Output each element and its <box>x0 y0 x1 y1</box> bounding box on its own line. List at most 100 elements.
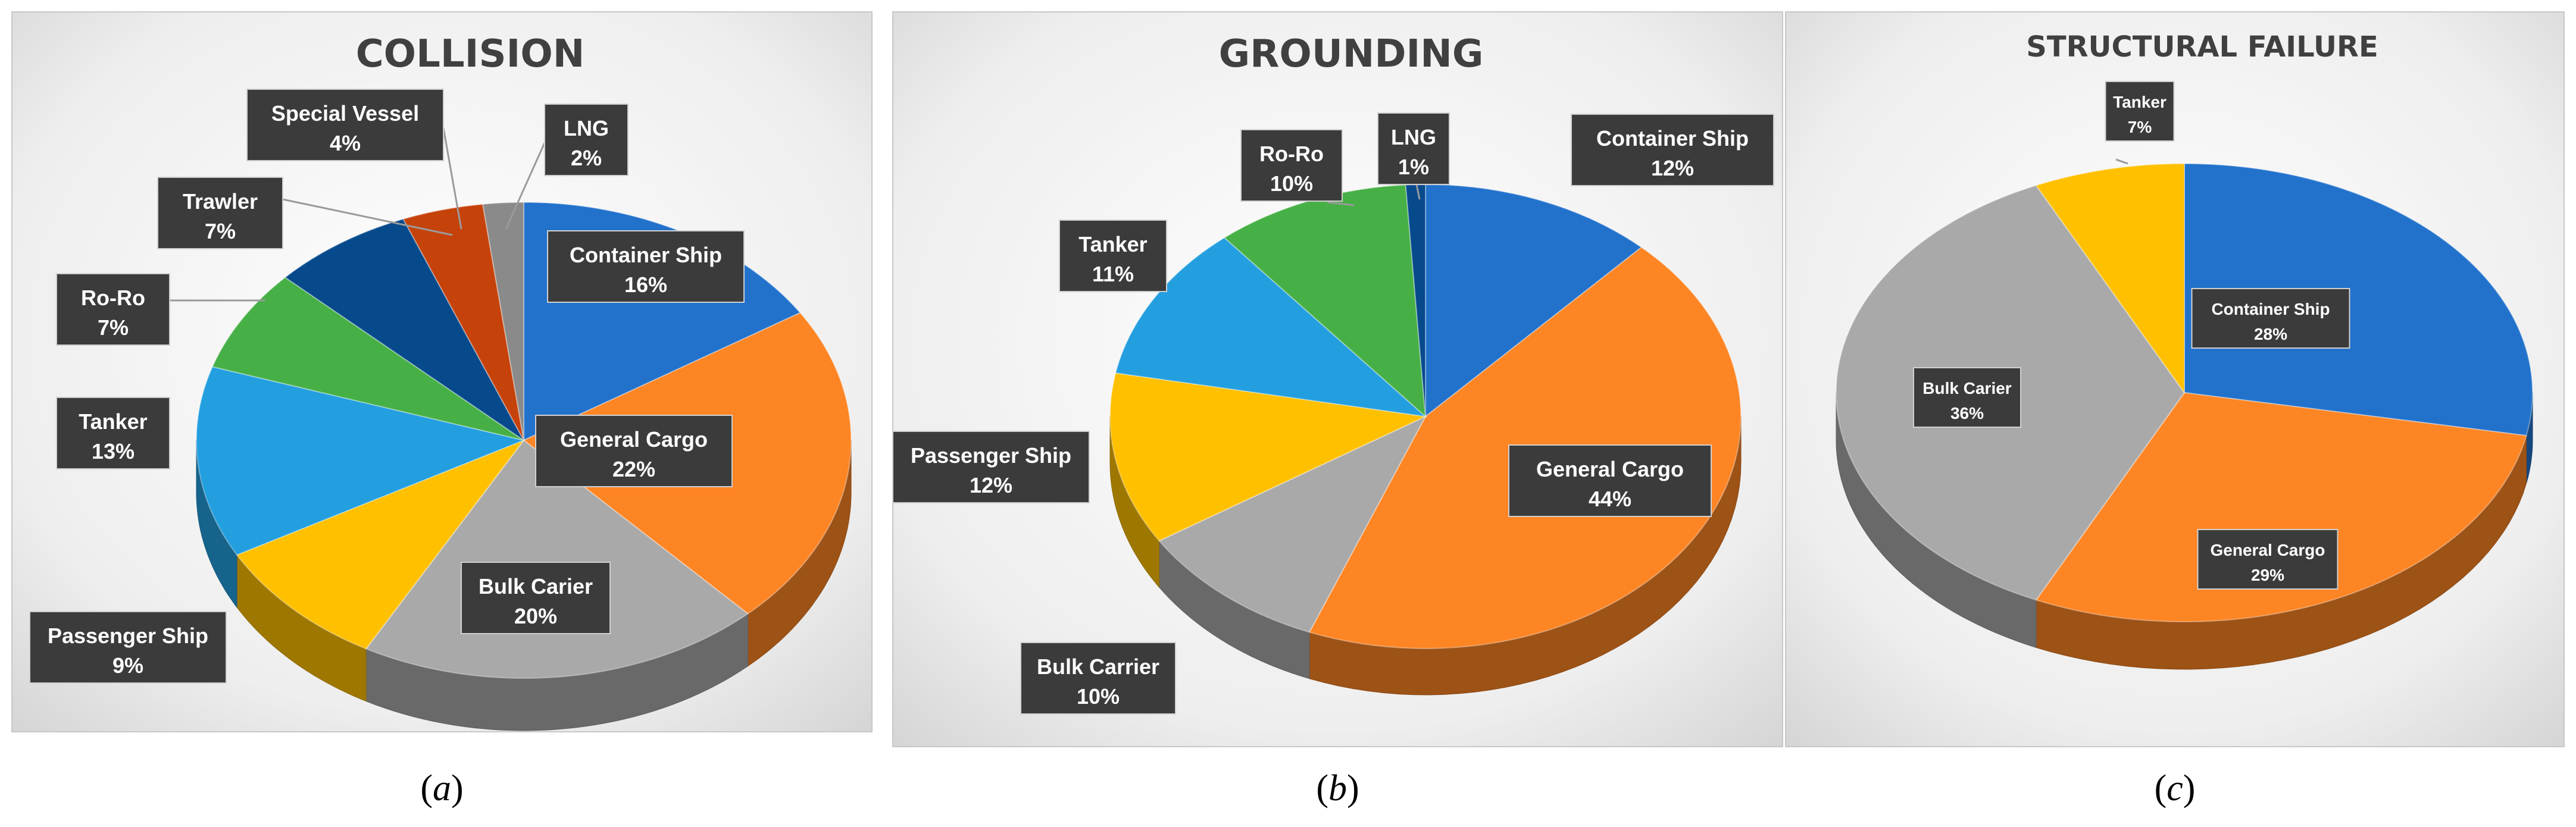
data-label-general-cargo: General Cargo 44% <box>1508 444 1712 517</box>
slice-name-label: General Cargo <box>1536 457 1684 481</box>
slice-value-label: 12% <box>1651 156 1694 180</box>
slice-name-label: Trawler <box>183 189 258 214</box>
data-label-ro-ro: Ro-Ro 10% <box>1240 129 1355 206</box>
label-box <box>29 611 227 684</box>
slice-name-label: General Cargo <box>560 427 708 452</box>
data-label-container-ship: Container Ship 12% <box>1571 114 1774 186</box>
slice-name-label: LNG <box>1391 125 1436 149</box>
slice-value-label: 28% <box>2254 325 2287 343</box>
slice-name-label: General Cargo <box>2211 541 2325 559</box>
data-labels: Container Ship 12% General Cargo 44% Bulk Ca… <box>892 112 1774 715</box>
slice-name-label: Special Vessel <box>271 101 419 126</box>
leader-line <box>505 142 546 230</box>
slice-name-label: LNG <box>564 116 609 140</box>
data-label-trawler: Trawler 7% <box>157 177 453 249</box>
slice-value-label: 10% <box>1270 171 1313 196</box>
slice-name-label: Bulk Carier <box>479 574 593 599</box>
label-box <box>1508 444 1712 517</box>
leader-line <box>1415 184 1421 200</box>
label-box <box>157 177 283 249</box>
slice-value-label: 16% <box>624 272 667 297</box>
label-box <box>1240 129 1343 202</box>
label-box <box>56 273 170 346</box>
label-box <box>1059 220 1167 292</box>
slice-value-label: 13% <box>92 439 135 463</box>
pie-slices <box>1109 183 1742 649</box>
label-box <box>1571 114 1774 186</box>
data-label-lng: LNG 1% <box>1377 112 1450 200</box>
data-label-tanker: Tanker 7% <box>2105 81 2175 165</box>
slice-value-label: 1% <box>1398 155 1429 179</box>
label-box <box>461 562 611 634</box>
data-label-bulk-carrier: Bulk Carrier 10% <box>1020 642 1176 715</box>
slice-value-label: 10% <box>1077 684 1120 709</box>
data-label-lng: LNG 2% <box>505 104 629 230</box>
slice-name-label: Passenger Ship <box>48 624 208 648</box>
label-box <box>547 230 745 303</box>
data-label-tanker: Tanker 13% <box>56 397 170 469</box>
data-label-bulk-carier: Bulk Carier 20% <box>461 562 611 634</box>
label-box <box>544 104 629 176</box>
slice-trawler <box>284 218 524 441</box>
leader-line <box>2115 158 2128 165</box>
slice-name-label: Tanker <box>1078 232 1147 256</box>
panel-caption: (a) <box>420 768 463 809</box>
slice-tanker <box>195 366 526 556</box>
data-label-container-ship: Container Ship 16% <box>547 230 745 303</box>
panel-caption: (c) <box>2155 768 2196 809</box>
slice-name-label: Passenger Ship <box>911 443 1071 468</box>
data-label-tanker: Tanker 11% <box>1059 220 1167 292</box>
slice-value-label: 7% <box>98 315 129 340</box>
slice-value-label: 12% <box>970 473 1012 497</box>
slice-container-ship <box>1425 183 1643 418</box>
pie-chart-collision: COLLISION Container Ship 16% General Cargo 2… <box>11 11 873 732</box>
slice-general-cargo <box>2035 391 2527 623</box>
slice-value-label: 9% <box>112 653 143 678</box>
slice-value-label: 44% <box>1589 487 1631 511</box>
label-box <box>2105 81 2175 142</box>
data-label-general-cargo: General Cargo 29% <box>2197 529 2339 590</box>
slice-passenger-ship <box>1109 372 1428 542</box>
leader-line <box>1327 201 1355 206</box>
data-label-passenger-ship: Passenger Ship 9% <box>29 611 227 684</box>
slice-tanker <box>1115 237 1428 418</box>
slice-value-label: 7% <box>2128 118 2152 136</box>
pie-chart-structural-failure: STRUCTURAL FAILURE Container Ship 28% Gener… <box>1785 11 2565 747</box>
slice-value-label: 36% <box>1950 404 1984 422</box>
label-box <box>1020 642 1176 715</box>
label-box <box>2197 529 2339 590</box>
pie-chart-grounding: GROUNDING Container Ship 12% General Cargo 4… <box>892 11 1783 747</box>
slice-tanker <box>2035 162 2185 395</box>
label-box <box>1377 112 1450 185</box>
label-box <box>892 431 1090 503</box>
slice-name-label: Container Ship <box>570 243 722 267</box>
slice-ro-ro <box>211 276 524 441</box>
slice-bulk-carrier <box>1158 415 1427 633</box>
label-box <box>2191 288 2350 349</box>
pie-side-walls <box>196 440 852 731</box>
slice-passenger-ship <box>236 438 526 650</box>
label-box <box>56 397 170 469</box>
data-labels: Container Ship 16% General Cargo 22% Bulk Ca… <box>29 89 745 684</box>
label-box <box>1913 367 2021 428</box>
panel-caption: (b) <box>1316 768 1359 809</box>
data-label-bulk-carier: Bulk Carier 36% <box>1913 367 2021 428</box>
slice-name-label: Container Ship <box>2211 300 2330 318</box>
slice-value-label: 7% <box>205 219 236 243</box>
slice-value-label: 29% <box>2251 566 2284 584</box>
slice-name-label: Ro-Ro <box>81 286 145 310</box>
chart-title: STRUCTURAL FAILURE <box>2026 30 2378 64</box>
data-label-container-ship: Container Ship 28% <box>2191 288 2350 349</box>
data-labels: Container Ship 28% General Cargo 29% Bulk Ca… <box>1913 81 2350 590</box>
label-box <box>535 415 733 487</box>
leader-line <box>442 127 462 230</box>
slice-name-label: Tanker <box>2113 93 2167 111</box>
chart-title: COLLISION <box>356 32 585 76</box>
slice-name-label: Ro-Ro <box>1259 142 1324 166</box>
slice-name-label: Bulk Carrier <box>1037 654 1159 679</box>
leader-line <box>282 198 453 236</box>
slice-name-label: Bulk Carier <box>1922 379 2011 397</box>
slice-value-label: 22% <box>612 457 655 481</box>
data-label-ro-ro: Ro-Ro 7% <box>56 273 265 346</box>
slice-special-vessel <box>402 203 524 441</box>
